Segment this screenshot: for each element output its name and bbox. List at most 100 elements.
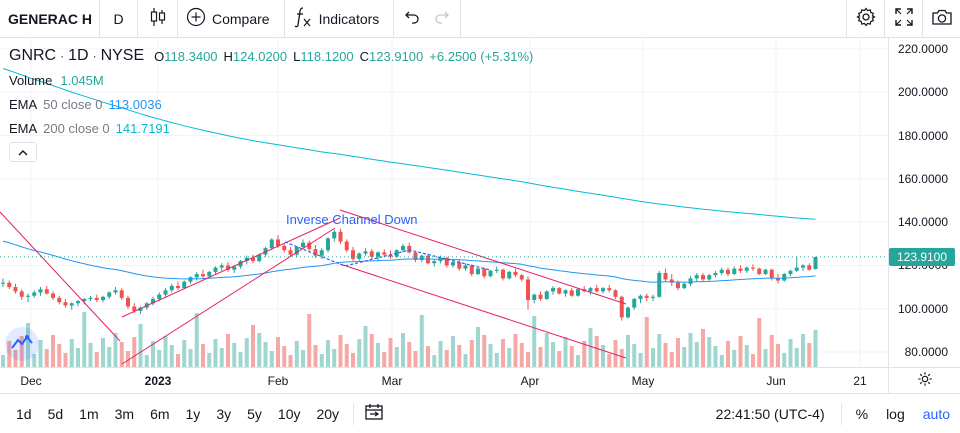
candle-body: [76, 301, 80, 304]
time-tick-label: 2023: [144, 374, 172, 388]
candle-body: [526, 279, 530, 301]
volume-bar: [7, 341, 12, 367]
volume-bar: [419, 315, 424, 367]
undo-icon[interactable]: [404, 10, 420, 27]
volume-bar: [82, 312, 87, 367]
volume-bar: [626, 335, 630, 367]
go-to-date-button[interactable]: [364, 403, 384, 424]
time-axis[interactable]: Dec 2023 Feb Mar Apr May Jun 21: [0, 367, 960, 394]
candle-body: [88, 297, 93, 299]
price-chart[interactable]: Inverse Channel Down: [0, 38, 888, 367]
volume-bar: [188, 349, 193, 367]
close-key: C: [359, 48, 370, 64]
volume-bar: [619, 349, 624, 367]
candle-body: [407, 245, 412, 253]
range-button-1d[interactable]: 1d: [16, 405, 32, 422]
volume-bar: [319, 354, 324, 367]
volume-bar: [569, 346, 574, 367]
candle-body: [501, 269, 505, 279]
axis-settings-button[interactable]: [888, 368, 960, 394]
volume-bar: [782, 353, 787, 367]
interval-button[interactable]: D: [100, 0, 138, 38]
candle-body: [169, 285, 174, 291]
compare-label: Compare: [212, 10, 270, 27]
legend-ema200-row[interactable]: EMA 200 close 0 141.7191: [9, 116, 539, 140]
candle-body: [288, 250, 293, 255]
candle-body: [126, 297, 130, 307]
candle-body: [794, 267, 799, 271]
candle-body: [119, 290, 124, 298]
range-button-3m[interactable]: 3m: [114, 405, 135, 422]
redo-icon[interactable]: [434, 10, 450, 27]
volume-bar: [232, 343, 237, 367]
price-scale[interactable]: 220.0000 200.0000 180.0000 160.0000 140.0000…: [888, 38, 960, 367]
legend-volume-row[interactable]: Volume 1.045M: [9, 68, 539, 92]
tradingview-logo[interactable]: [5, 327, 39, 361]
price-tick-label: 200.0000: [897, 85, 948, 100]
candle-body: [682, 283, 687, 289]
volume-bar: [288, 355, 293, 367]
volume-bar: [19, 336, 24, 367]
candle-body: [188, 277, 193, 282]
candle-body: [726, 269, 730, 275]
chart-type-button[interactable]: [138, 0, 178, 38]
time-tick-label: Jun: [766, 374, 786, 388]
candle-body: [376, 252, 380, 257]
volume-bar: [713, 346, 718, 367]
volume-bar: [169, 345, 174, 367]
calendar-range-icon: [364, 404, 384, 424]
candle-body: [344, 241, 349, 251]
volume-bar: [363, 326, 368, 367]
price-tick-label: 160.0000: [897, 171, 948, 186]
time-tick-label: Feb: [267, 374, 289, 388]
percent-toggle[interactable]: %: [855, 405, 869, 422]
settings-button[interactable]: [846, 0, 884, 38]
range-button-1m[interactable]: 1m: [79, 405, 99, 422]
candle-body: [513, 271, 518, 276]
volume-bar: [369, 334, 374, 367]
candle-body: [313, 249, 318, 256]
fullscreen-button[interactable]: [884, 0, 922, 38]
volume-bar: [38, 340, 43, 367]
ema50-value: 113.0036: [108, 96, 162, 112]
symbol-search[interactable]: GENERAC H: [0, 0, 100, 38]
range-button-5d[interactable]: 5d: [47, 405, 64, 422]
candle-body: [176, 285, 180, 289]
range-button-6m[interactable]: 6m: [150, 405, 170, 422]
volume-bar: [107, 347, 112, 367]
volume-bar: [651, 348, 655, 367]
time-tick-label: 21: [853, 374, 867, 388]
change-value: +6.2500 (+5.31%): [429, 48, 534, 64]
range-button-3y[interactable]: 3y: [216, 405, 232, 422]
candle-body: [257, 254, 262, 262]
range-button-20y[interactable]: 20y: [316, 405, 340, 422]
legend-collapse-button[interactable]: [9, 142, 37, 162]
volume-bar: [763, 349, 768, 367]
volume-bar: [682, 347, 687, 367]
range-button-10y[interactable]: 10y: [277, 405, 301, 422]
indicators-button[interactable]: Indicators: [285, 0, 395, 38]
volume-bar: [182, 340, 187, 367]
volume-bar: [788, 339, 793, 367]
log-toggle[interactable]: log: [886, 405, 905, 422]
candle-body: [463, 265, 468, 269]
volume-bar: [257, 333, 262, 367]
candle-body: [32, 292, 37, 296]
legend-ema50-row[interactable]: EMA 50 close 0 113.0036: [9, 92, 539, 116]
candle-body: [769, 269, 774, 279]
open-key: O: [154, 48, 165, 64]
volume-bar: [32, 354, 37, 367]
range-button-5y[interactable]: 5y: [247, 405, 262, 422]
clock[interactable]: 22:41:50 (UTC-4): [716, 402, 842, 425]
snapshot-button[interactable]: [922, 0, 960, 38]
volume-bar: [576, 355, 580, 367]
auto-toggle[interactable]: auto: [922, 405, 950, 422]
compare-button[interactable]: Compare: [178, 0, 285, 38]
range-button-1y[interactable]: 1y: [185, 405, 201, 422]
candle-body: [338, 231, 343, 242]
volume-bar: [669, 352, 674, 367]
candle-body: [782, 274, 787, 281]
volume-bar: [501, 339, 505, 367]
volume-bar: [607, 354, 612, 367]
channel-line-left: [0, 211, 121, 342]
